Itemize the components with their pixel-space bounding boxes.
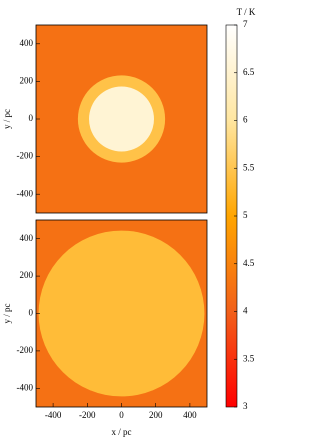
y-tick-label: -200 (17, 345, 34, 355)
colorbar-tick-label: 6 (243, 115, 248, 125)
panel (36, 25, 207, 213)
chart: -400 -200 0 200 400 y / pc -400 -200 0 200 400 -400… (2, 7, 256, 437)
panel (36, 220, 207, 407)
y-tick-label: -400 (17, 382, 34, 392)
colorbar-tick-label: 5.5 (243, 162, 255, 172)
colorbar-tick-label: 4 (243, 306, 248, 316)
x-tick-label: 200 (149, 410, 163, 420)
y-tick-label: -200 (17, 151, 34, 161)
y-tick-label: -400 (17, 188, 34, 198)
x-tick-label: 400 (183, 410, 197, 420)
colorbar-tick-label: 6.5 (243, 67, 255, 77)
region (38, 230, 205, 397)
colorbar-tick-label: 4.5 (243, 258, 255, 268)
y-tick-label: 200 (20, 270, 34, 280)
x-axis-label: x / pc (112, 427, 132, 437)
y-tick-label: 400 (20, 38, 34, 48)
y-axis-label: y / pc (2, 303, 12, 323)
y-tick-label: 200 (20, 75, 34, 85)
x-tick-label: -200 (79, 410, 96, 420)
x-tick-label: 0 (119, 410, 124, 420)
colorbar-tick-label: 3 (243, 401, 248, 411)
y-tick-label: 0 (29, 308, 34, 318)
region (89, 86, 154, 152)
x-tick-label: -400 (45, 410, 62, 420)
y-tick-label: 0 (29, 113, 34, 123)
colorbar-tick-label: 5 (243, 210, 248, 220)
y-axis-label: y / pc (2, 109, 12, 129)
colorbar-label: T / K (237, 7, 256, 17)
colorbar-tick-label: 7 (243, 19, 248, 29)
y-tick-label: 400 (20, 233, 34, 243)
colorbar-tick-label: 3.5 (243, 353, 255, 363)
